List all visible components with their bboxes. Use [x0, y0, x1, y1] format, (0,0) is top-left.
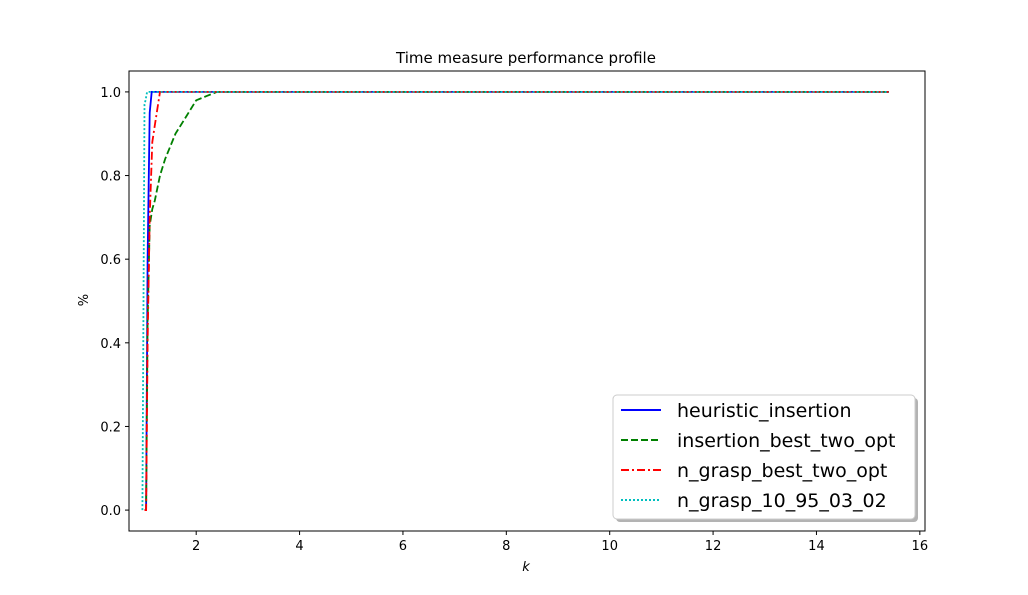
x-tick-label: 10: [601, 539, 618, 554]
y-tick-label: 0.2: [100, 420, 121, 435]
y-tick-label: 1.0: [100, 86, 121, 101]
y-axis-ticks: 0.0 0.2 0.4 0.6 0.8 1.0: [100, 86, 129, 519]
legend-label: insertion_best_two_opt: [677, 430, 895, 452]
x-tick-label: 6: [399, 539, 407, 554]
x-tick-label: 16: [912, 539, 929, 554]
legend-label: n_grasp_10_95_03_02: [677, 490, 887, 512]
legend-label: n_grasp_best_two_opt: [677, 460, 887, 482]
series-line-n-grasp-best-two-opt: [144, 91, 889, 512]
series-line-n-grasp-10-95-03-02: [141, 91, 889, 511]
x-tick-label: 12: [705, 539, 722, 554]
legend: heuristic_insertion insertion_best_two_op…: [612, 394, 918, 522]
x-axis-label: k: [522, 560, 530, 575]
y-tick-label: 0.0: [100, 504, 121, 519]
series-line-insertion-best-two-opt: [144, 91, 889, 512]
legend-label: heuristic_insertion: [677, 400, 852, 422]
chart-title: Time measure performance profile: [395, 49, 656, 67]
legend-box: [612, 394, 916, 520]
y-tick-label: 0.4: [100, 337, 121, 352]
y-axis-label: %: [77, 294, 92, 306]
plot-area: [141, 91, 889, 512]
x-axis-ticks: 2 4 6 8 10 12 14 16: [192, 531, 928, 554]
x-tick-label: 8: [502, 539, 510, 554]
plot-frame: [128, 70, 926, 532]
x-tick-label: 2: [192, 539, 200, 554]
y-tick-label: 0.8: [100, 170, 121, 185]
y-tick-label: 0.6: [100, 253, 121, 268]
x-tick-label: 14: [808, 539, 825, 554]
x-tick-label: 4: [295, 539, 303, 554]
